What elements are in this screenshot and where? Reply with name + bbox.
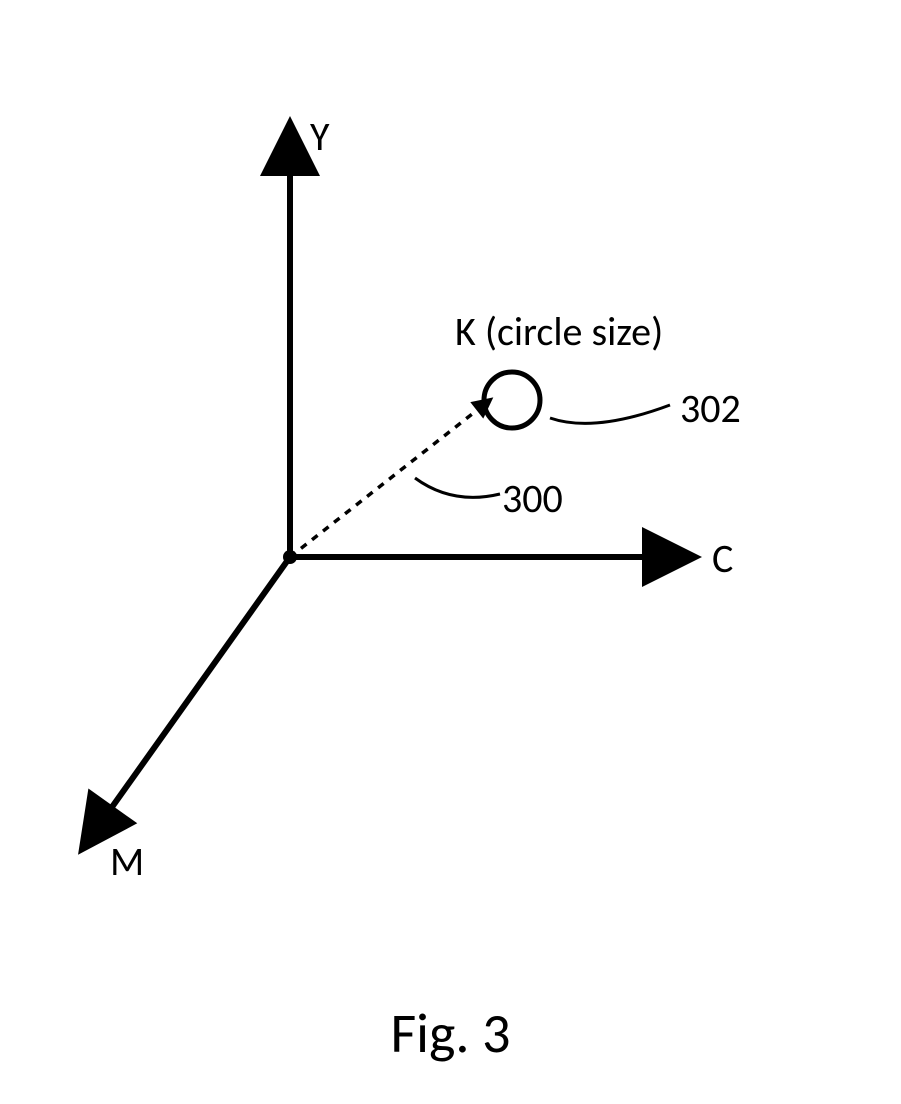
k-circle <box>484 372 540 428</box>
callout-label-ref_302: 302 <box>680 384 741 433</box>
callout-curve-ref_302 <box>550 405 670 423</box>
vector-k <box>290 400 490 557</box>
coordinate-diagram: Y C M K (circle size) 300 302 <box>0 0 901 1104</box>
axis-m <box>85 557 290 845</box>
axis-label-y: Y <box>310 112 330 161</box>
axis-label-c: C <box>712 534 733 583</box>
k-circle-label: K (circle size) <box>455 307 663 356</box>
figure-caption: Fig. 3 <box>0 1000 901 1068</box>
callout-label-ref_300: 300 <box>502 474 563 523</box>
callout-curve-ref_300 <box>415 478 500 497</box>
axis-label-m: M <box>110 837 144 886</box>
